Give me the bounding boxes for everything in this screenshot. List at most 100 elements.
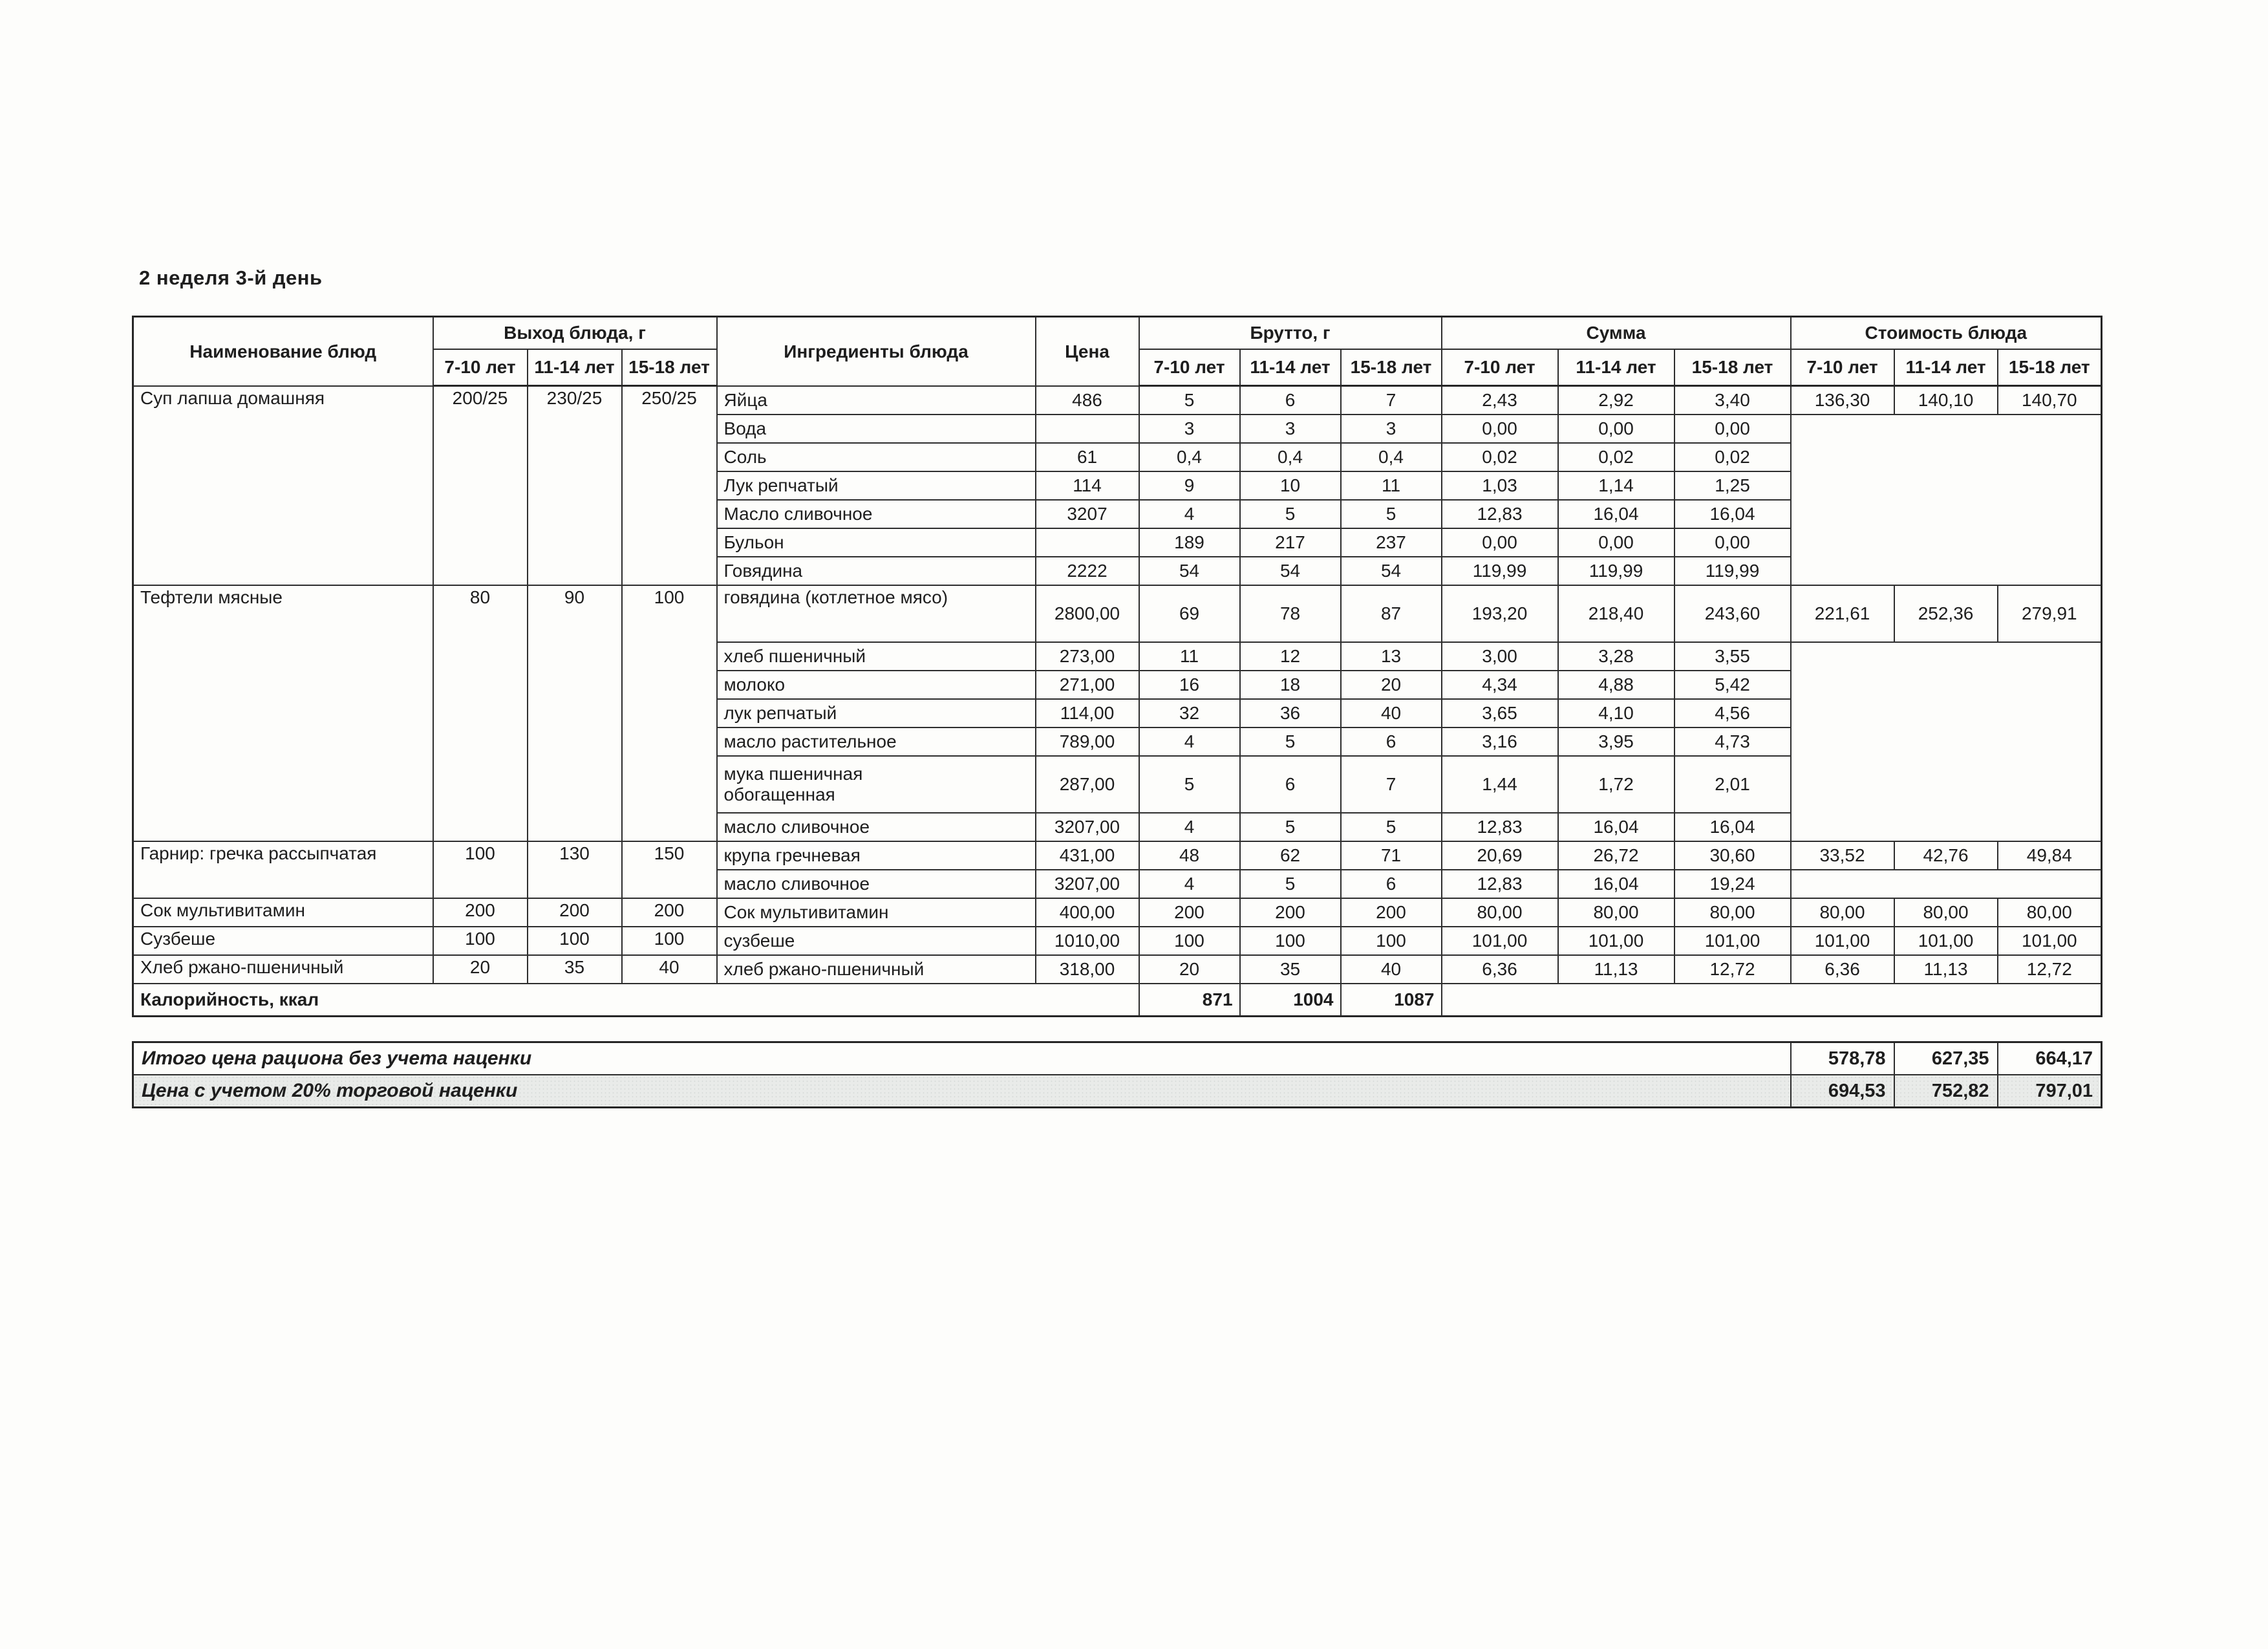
totals-value: 694,53 [1790, 1074, 1895, 1108]
gross-value: 4 [1138, 868, 1241, 899]
dish-cost-value: 80,00 [1893, 897, 1998, 927]
dish-cost-value: 101,00 [1790, 925, 1895, 956]
gross-value: 200 [1340, 897, 1442, 927]
ingredient-row: мука пшеничная обогащенная 287,00 5 6 7 1,44 1… [133, 755, 2102, 814]
sum-value: 19,24 [1673, 868, 1792, 899]
gross-value: 40 [1340, 698, 1442, 728]
sum-value: 3,28 [1557, 641, 1675, 671]
gross-value: 100 [1138, 925, 1241, 956]
dish-cost-value: 49,84 [1996, 840, 2102, 870]
gross-value: 100 [1239, 925, 1342, 956]
output-value: 100 [432, 840, 528, 899]
ingredient-row: хлеб пшеничный 273,00 11 12 13 3,00 3,28 3,55 [133, 641, 2102, 842]
header-ingredients: Ингредиенты блюда [716, 316, 1036, 387]
header-cost: Стоимость блюда [1790, 316, 2102, 350]
header-age-group: 11-14 лет [1239, 348, 1342, 387]
dish-cost-value: 136,30 [1790, 385, 1895, 415]
dish-name: Суп лапша домашняя [132, 385, 434, 586]
sum-value: 3,55 [1673, 641, 1792, 671]
ingredient-name: Говядина [716, 555, 1036, 586]
sum-value: 1,25 [1673, 470, 1792, 501]
gross-value: 62 [1239, 840, 1342, 870]
gross-value: 5 [1138, 755, 1241, 814]
price-value [1034, 413, 1140, 444]
gross-value: 32 [1138, 698, 1241, 728]
ingredient-name: Сок мультивитамин [716, 897, 1036, 927]
price-value: 2800,00 [1034, 584, 1140, 643]
sum-value: 0,00 [1673, 413, 1792, 444]
ingredient-row: молоко 271,00 16 18 20 4,34 4,88 5,42 [133, 669, 2102, 700]
empty-cost-region [1790, 641, 2102, 842]
sum-value: 16,04 [1557, 868, 1675, 899]
calories-value: 871 [1138, 982, 1241, 1017]
header-gross: Брутто, г [1138, 316, 1442, 350]
sum-value: 4,10 [1557, 698, 1675, 728]
ingredient-row: Сузбеше 100 100 100 сузбеше 1010,00 100 100 100 1… [132, 925, 2102, 956]
dish-cost-value: 42,76 [1893, 840, 1998, 870]
price-value: 273,00 [1034, 641, 1140, 671]
output-value: 100 [621, 925, 718, 956]
dish-cost-value: 80,00 [1790, 897, 1895, 927]
dish-cost-value: 221,61 [1790, 584, 1895, 643]
sum-value: 80,00 [1440, 897, 1559, 927]
price-value: 486 [1034, 385, 1140, 415]
sum-value: 193,20 [1440, 584, 1559, 643]
totals-label: Цена с учетом 20% торговой наценки [132, 1074, 1792, 1108]
gross-value: 13 [1340, 641, 1442, 671]
menu-table: Наименование блюд Выход блюда, г Ингреди… [132, 316, 2103, 1017]
gross-value: 16 [1138, 669, 1241, 700]
dish-cost-value: 101,00 [1893, 925, 1998, 956]
sum-value: 3,95 [1557, 726, 1675, 757]
ingredient-name: масло сливочное [716, 812, 1036, 842]
price-value: 400,00 [1034, 897, 1140, 927]
gross-value: 4 [1138, 812, 1241, 842]
sum-value: 12,83 [1440, 868, 1559, 899]
dish-cost-value: 140,70 [1996, 385, 2102, 415]
sum-value: 3,40 [1673, 385, 1792, 415]
sum-value: 243,60 [1673, 584, 1792, 643]
price-value: 287,00 [1034, 755, 1140, 814]
sum-value: 2,92 [1557, 385, 1675, 415]
price-value: 114,00 [1034, 698, 1140, 728]
gross-value: 54 [1340, 555, 1442, 586]
gross-value: 5 [1239, 726, 1342, 757]
ingredient-row: масло растительное 789,00 4 5 6 3,16 3,95 4,73 [133, 726, 2102, 757]
ingredient-name: хлеб ржано-пшеничный [716, 954, 1036, 984]
gross-value: 69 [1138, 584, 1241, 643]
header-output: Выход блюда, г [432, 316, 718, 350]
sum-value: 1,44 [1440, 755, 1559, 814]
gross-value: 6 [1340, 868, 1442, 899]
sum-value: 4,34 [1440, 669, 1559, 700]
price-value: 1010,00 [1034, 925, 1140, 956]
dish-cost-value: 252,36 [1893, 584, 1998, 643]
ingredient-name: Лук репчатый [716, 470, 1036, 501]
gross-value: 5 [1340, 499, 1442, 529]
sum-value: 1,03 [1440, 470, 1559, 501]
gross-value: 11 [1340, 470, 1442, 501]
ingredient-row: масло сливочное 3207,00 4 5 6 12,83 16,04 19,24 [133, 868, 2102, 899]
output-value: 230/25 [526, 385, 623, 586]
ingredient-row: Лук репчатый 114 9 10 11 1,03 1,14 1,25 [133, 470, 2102, 501]
price-value [1034, 527, 1140, 557]
header-age-group: 15-18 лет [1340, 348, 1442, 387]
sum-value: 16,04 [1557, 499, 1675, 529]
totals-row: Итого цена рациона без учета наценки 578… [132, 1041, 2102, 1075]
gross-value: 5 [1340, 812, 1442, 842]
header-age-group: 15-18 лет [1673, 348, 1792, 387]
gross-value: 20 [1340, 669, 1442, 700]
ingredient-row: Масло сливочное 3207 4 5 5 12,83 16,04 16,04 [133, 499, 2102, 529]
ingredient-row: Вода 3 3 3 0,00 0,00 0,00 [133, 413, 2102, 586]
ingredient-row: Бульон 189 217 237 0,00 0,00 0,00 [133, 527, 2102, 557]
ingredient-row: Тефтели мясные 80 90 100 говядина (котлетное… [132, 584, 2102, 842]
sum-value: 16,04 [1673, 812, 1792, 842]
ingredient-row: Соль 61 0,4 0,4 0,4 0,02 0,02 0,02 [133, 442, 2102, 472]
sum-value: 3,65 [1440, 698, 1559, 728]
ingredient-name: Вода [716, 413, 1036, 444]
header-age-group: 11-14 лет [1557, 348, 1675, 387]
ingredient-row: масло сливочное 3207,00 4 5 5 12,83 16,04 16,04 [133, 812, 2102, 842]
gross-value: 18 [1239, 669, 1342, 700]
output-value: 200 [621, 897, 718, 927]
totals-value: 664,17 [1996, 1041, 2102, 1075]
sum-value: 2,43 [1440, 385, 1559, 415]
gross-value: 54 [1239, 555, 1342, 586]
